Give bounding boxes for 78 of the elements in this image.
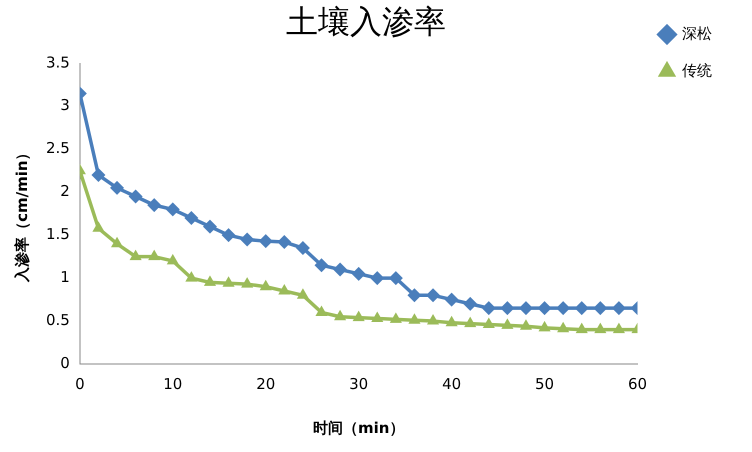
point: [538, 301, 552, 316]
point: [464, 316, 476, 328]
x-tick-label: 50: [535, 374, 554, 393]
point: [130, 250, 142, 260]
y-tick-label: 0.5: [46, 310, 70, 329]
point: [166, 202, 180, 216]
point: [148, 250, 160, 260]
y-tick-label: 1.5: [46, 225, 70, 244]
point: [352, 266, 366, 281]
point: [110, 236, 124, 248]
x-tick-label: 40: [442, 374, 462, 393]
point: [538, 320, 551, 332]
point: [222, 276, 235, 287]
point: [204, 275, 216, 286]
point: [612, 301, 626, 316]
y-axis-title: 入渗率（cm/min）: [12, 145, 31, 283]
point: [444, 292, 459, 307]
point: [260, 280, 272, 290]
point: [147, 198, 162, 212]
point: [370, 271, 384, 286]
point: [501, 318, 514, 329]
point: [482, 317, 495, 328]
point: [222, 228, 236, 242]
point: [518, 301, 533, 316]
point: [557, 322, 570, 332]
point: [278, 284, 290, 294]
chart-title: 土壤入渗率: [286, 2, 446, 41]
point: [110, 180, 124, 195]
point: [556, 301, 570, 316]
point: [334, 310, 346, 320]
y-tick-label: 1: [60, 268, 70, 286]
point: [520, 319, 532, 330]
point: [91, 168, 106, 182]
point: [407, 288, 422, 302]
point: [333, 262, 348, 277]
point: [166, 254, 179, 264]
x-tick-label: 30: [349, 374, 368, 393]
point: [241, 277, 254, 288]
point: [576, 322, 588, 334]
y-tick-label: 2: [60, 182, 70, 200]
point: [314, 258, 328, 272]
point: [240, 232, 254, 246]
x-tick-label: 0: [75, 374, 85, 393]
point: [185, 271, 198, 282]
point: [277, 235, 292, 250]
point: [390, 312, 402, 323]
legend-label: 传统: [682, 61, 712, 80]
point: [352, 310, 365, 322]
point: [500, 301, 514, 316]
point: [594, 322, 606, 334]
point: [371, 311, 384, 322]
point: [296, 241, 310, 256]
point: [408, 313, 421, 324]
x-tick-label: 20: [256, 374, 276, 393]
point: [426, 314, 440, 325]
legend-label: 深松: [682, 24, 712, 42]
point: [258, 234, 273, 248]
y-tick-label: 0: [60, 354, 70, 372]
point: [92, 221, 105, 232]
y-tick-label: 2.5: [46, 139, 70, 158]
point: [296, 288, 309, 299]
point: [482, 301, 496, 316]
point: [426, 288, 440, 302]
y-tick-label: 3.5: [46, 53, 70, 72]
point: [202, 220, 217, 234]
point: [593, 301, 608, 316]
x-tick-label: 10: [163, 374, 182, 393]
point: [315, 305, 328, 316]
point: [128, 190, 143, 204]
point: [463, 296, 478, 311]
point: [574, 301, 589, 316]
point: [446, 316, 458, 326]
point: [612, 322, 625, 334]
point: [184, 210, 198, 225]
point: [388, 271, 403, 286]
x-tick-label: 60: [628, 374, 648, 393]
y-tick-label: 3: [60, 96, 70, 114]
x-axis-title: 时间（min）: [312, 418, 404, 437]
